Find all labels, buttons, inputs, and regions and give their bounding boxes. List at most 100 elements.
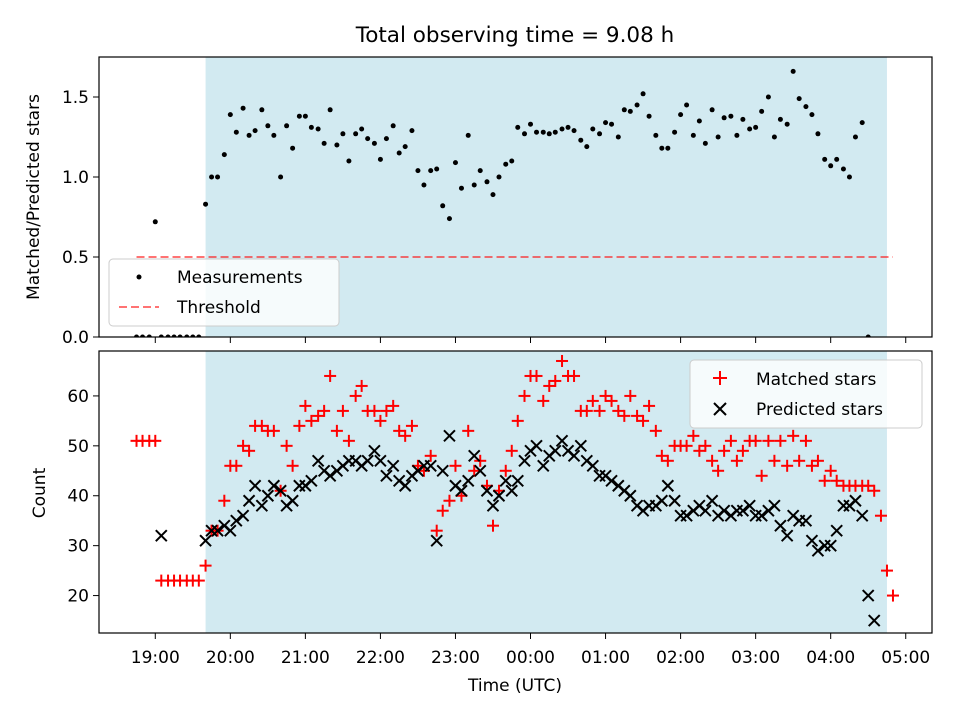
matched-star-point: [436, 504, 449, 517]
predicted-star-point: [499, 474, 512, 487]
measurement-point: [690, 132, 696, 138]
bottom-legend: Matched stars Predicted stars: [689, 359, 923, 429]
matched-star-point: [543, 379, 556, 392]
predicted-star-point: [717, 504, 731, 517]
measurement-point: [334, 142, 340, 148]
x-tick-label: 00:00: [506, 648, 555, 668]
matched-star-point: [774, 434, 787, 447]
matched-star-point: [449, 459, 462, 472]
predicted-star-point: [224, 524, 237, 537]
matched-star-point: [505, 444, 518, 457]
top-panel: 0.0 0.5 1.0 1.5 Matched/Predicted stars Mea…: [24, 56, 933, 348]
legend-threshold-label: Threshold: [176, 298, 261, 318]
measurement-point: [578, 137, 584, 143]
predicted-star-point: [199, 534, 212, 547]
matched-star-point: [312, 409, 325, 422]
matched-star-point: [781, 459, 794, 472]
measurement-point: [415, 168, 421, 174]
matched-star-point: [230, 459, 243, 472]
measurement-points: [134, 68, 871, 337]
predicted-star-point: [780, 529, 794, 542]
measurement-point: [446, 216, 452, 222]
matched-star-point: [680, 439, 693, 452]
matched-star-point: [387, 399, 400, 412]
measurement-point: [584, 144, 590, 150]
measurement-point: [678, 112, 684, 118]
legend-matched-label: Matched stars: [756, 370, 876, 390]
measurement-point: [383, 136, 389, 142]
measurement-point: [290, 145, 296, 151]
matched-star-point: [824, 464, 837, 477]
predicted-star-point: [455, 484, 468, 497]
measurement-point: [753, 124, 759, 130]
matched-star-point: [318, 404, 331, 417]
measurement-point: [546, 131, 552, 137]
predicted-star-point: [805, 534, 819, 547]
x-tick-label: 19:00: [131, 648, 180, 668]
matched-star-point: [730, 454, 743, 467]
measurement-point: [615, 134, 621, 140]
top-legend: Measurements Threshold: [108, 258, 340, 327]
measurement-point: [771, 134, 777, 140]
measurement-point: [203, 201, 209, 207]
predicted-star-point: [743, 499, 756, 512]
legend-predicted-marker: [713, 402, 727, 416]
measurement-point: [496, 174, 502, 180]
predicted-star-point: [655, 494, 669, 507]
predicted-star-point: [574, 439, 587, 453]
measurement-point: [734, 132, 740, 138]
measurement-point: [227, 112, 233, 118]
matched-star-point: [768, 454, 781, 467]
measurement-point: [409, 128, 415, 134]
measurement-point: [659, 145, 665, 151]
predicted-star-point: [537, 459, 550, 473]
measurement-point: [540, 129, 546, 135]
matched-star-point: [243, 444, 256, 457]
bottom-legend-box: [689, 359, 923, 429]
matched-star-point: [643, 399, 656, 412]
matched-stars-points: [130, 354, 899, 602]
measurement-point: [715, 134, 721, 140]
matched-star-point: [380, 404, 393, 417]
predicted-star-point: [492, 489, 506, 502]
matched-star-point: [586, 394, 599, 407]
measurement-point: [627, 108, 633, 114]
matched-star-point: [687, 429, 700, 442]
matched-star-point: [549, 374, 562, 387]
measurement-point: [665, 145, 671, 151]
measurement-point: [571, 128, 577, 134]
measurement-point: [215, 174, 221, 180]
matched-star-point: [886, 589, 899, 602]
x-tick-label: 22:00: [356, 648, 405, 668]
measurement-point: [296, 113, 302, 119]
predicted-star-point: [567, 449, 581, 463]
measurement-point: [815, 131, 821, 137]
x-tick-label: 23:00: [431, 648, 480, 668]
x-tick-label: 02:00: [656, 648, 705, 668]
y-tick-label: 1.5: [62, 88, 89, 108]
measurement-point: [246, 132, 252, 138]
matched-star-point: [811, 454, 824, 467]
measurement-point: [134, 334, 140, 337]
matched-star-point: [468, 464, 481, 477]
matched-star-point: [880, 564, 893, 577]
measurement-point: [471, 182, 477, 188]
matched-star-point: [612, 404, 625, 417]
y-tick-label: 60: [67, 387, 89, 407]
predicted-star-point: [680, 509, 693, 522]
predicted-star-point: [248, 479, 262, 492]
x-tick-label: 05:00: [881, 648, 930, 668]
predicted-star-point: [699, 504, 712, 517]
predicted-star-point: [443, 429, 456, 443]
bottom-panel: 20 30 40 50 60 19:00 20:00 21:00 22:00 23:00 00:0…: [30, 350, 933, 696]
bottom-y-axis-label: Count: [30, 467, 50, 518]
measurement-point: [565, 124, 571, 130]
x-tick-label: 03:00: [731, 648, 780, 668]
predicted-star-point: [668, 494, 681, 507]
measurement-point: [340, 131, 346, 137]
matched-star-point: [755, 469, 768, 482]
measurement-point: [477, 168, 483, 174]
matched-star-point: [462, 424, 475, 437]
predicted-star-point: [624, 489, 637, 502]
